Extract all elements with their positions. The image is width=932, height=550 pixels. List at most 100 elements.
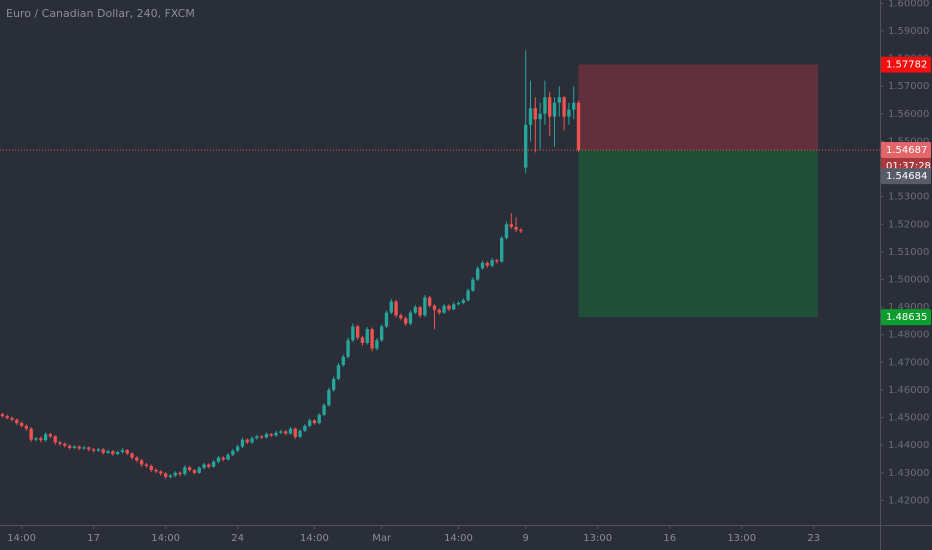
- candle-body: [322, 405, 326, 415]
- candle-body: [317, 414, 321, 424]
- y-tick-label: 1.43000: [888, 468, 929, 479]
- candle-body: [413, 307, 417, 313]
- y-tick-label: 1.48000: [888, 330, 929, 341]
- y-tick-label: 1.51000: [888, 247, 929, 258]
- candle-body: [509, 224, 513, 228]
- target-label: 1.48635: [886, 312, 927, 323]
- x-tick-label: Mar: [372, 533, 392, 544]
- candle-body: [221, 457, 225, 460]
- candle-body: [264, 434, 269, 438]
- candle-body: [67, 445, 72, 448]
- candle-body: [480, 262, 485, 269]
- candle-body: [399, 315, 403, 319]
- candle-body: [72, 446, 77, 448]
- candle-body: [120, 450, 125, 453]
- candle-body: [447, 305, 451, 310]
- candle-body: [303, 425, 307, 431]
- candle-body: [456, 302, 461, 305]
- candle-body: [293, 428, 297, 437]
- candle-body: [111, 451, 115, 455]
- candle-body: [144, 464, 149, 466]
- candle-body: [538, 113, 542, 120]
- candle-body: [130, 453, 134, 458]
- candle-body: [408, 312, 413, 324]
- candle-body: [187, 467, 192, 471]
- x-tick-label: 14:00: [151, 533, 180, 544]
- candle-body: [533, 108, 537, 120]
- candle-body: [235, 446, 240, 451]
- candle-body: [159, 471, 163, 474]
- y-tick-label: 1.53000: [888, 192, 929, 203]
- candle-body: [255, 436, 259, 439]
- candle-body: [519, 229, 523, 232]
- last-price-label: 1.54687: [886, 145, 927, 156]
- candle-body: [240, 439, 245, 447]
- candle-body: [567, 109, 571, 117]
- candle-body: [163, 473, 168, 477]
- candle-body: [331, 378, 336, 390]
- candle-body: [394, 301, 398, 316]
- stop-label-box: [881, 56, 931, 73]
- candle-body: [139, 460, 144, 465]
- candle-body: [96, 449, 101, 451]
- stop-label: 1.57782: [886, 60, 927, 71]
- candle-body: [490, 260, 494, 266]
- candle-body: [346, 340, 350, 357]
- x-tick-label: 13:00: [583, 533, 612, 544]
- x-tick-label: 17: [87, 533, 100, 544]
- candle-body: [365, 329, 369, 344]
- candle-body: [336, 365, 341, 379]
- candle-body: [39, 438, 43, 441]
- candle-body: [307, 420, 312, 426]
- candle-body: [552, 102, 557, 117]
- candle-body: [500, 238, 504, 262]
- candle-body: [403, 318, 408, 324]
- candle-body: [423, 297, 427, 316]
- candle-body: [207, 464, 211, 467]
- candle-body: [562, 97, 566, 117]
- candle-body: [528, 108, 533, 125]
- x-tick-label: 23: [807, 533, 820, 544]
- y-tick-label: 1.55000: [888, 136, 929, 147]
- candle-body: [24, 425, 29, 429]
- candle-body: [115, 452, 120, 455]
- y-tick-label: 1.46000: [888, 385, 929, 396]
- candle-body: [250, 438, 254, 443]
- candle-body: [43, 434, 48, 441]
- candle-body: [557, 97, 561, 103]
- candle-body: [58, 442, 62, 444]
- candle-body: [379, 326, 384, 341]
- candle-body: [384, 312, 389, 327]
- candle-body: [106, 451, 110, 453]
- x-tick-label: 16: [663, 533, 676, 544]
- candle-body: [418, 307, 422, 316]
- candle-body: [355, 326, 360, 338]
- candle-body: [375, 340, 379, 349]
- candle-body: [548, 97, 552, 117]
- candle-body: [77, 446, 81, 449]
- y-tick-label: 1.57000: [888, 81, 929, 92]
- candle-body: [576, 102, 581, 151]
- x-tick-label: 13:00: [727, 533, 756, 544]
- y-tick-label: 1.49000: [888, 302, 929, 313]
- candle-body: [245, 439, 249, 443]
- candle-body: [389, 301, 393, 313]
- y-tick-label: 1.45000: [888, 413, 929, 424]
- candle-body: [192, 470, 197, 473]
- y-tick-label: 1.44000: [888, 440, 929, 451]
- candle-body: [495, 260, 499, 262]
- candle-body: [351, 326, 355, 341]
- candle-body: [283, 431, 288, 434]
- candle-body: [0, 414, 5, 417]
- candle-body: [82, 447, 86, 449]
- y-tick-label: 1.52000: [888, 219, 929, 230]
- candle-body: [63, 443, 67, 446]
- candle-body: [370, 329, 374, 349]
- candle-body: [514, 227, 518, 230]
- candle-body: [154, 470, 158, 472]
- candle-body: [312, 420, 317, 424]
- candle-body: [442, 305, 446, 313]
- candle-body: [87, 447, 91, 450]
